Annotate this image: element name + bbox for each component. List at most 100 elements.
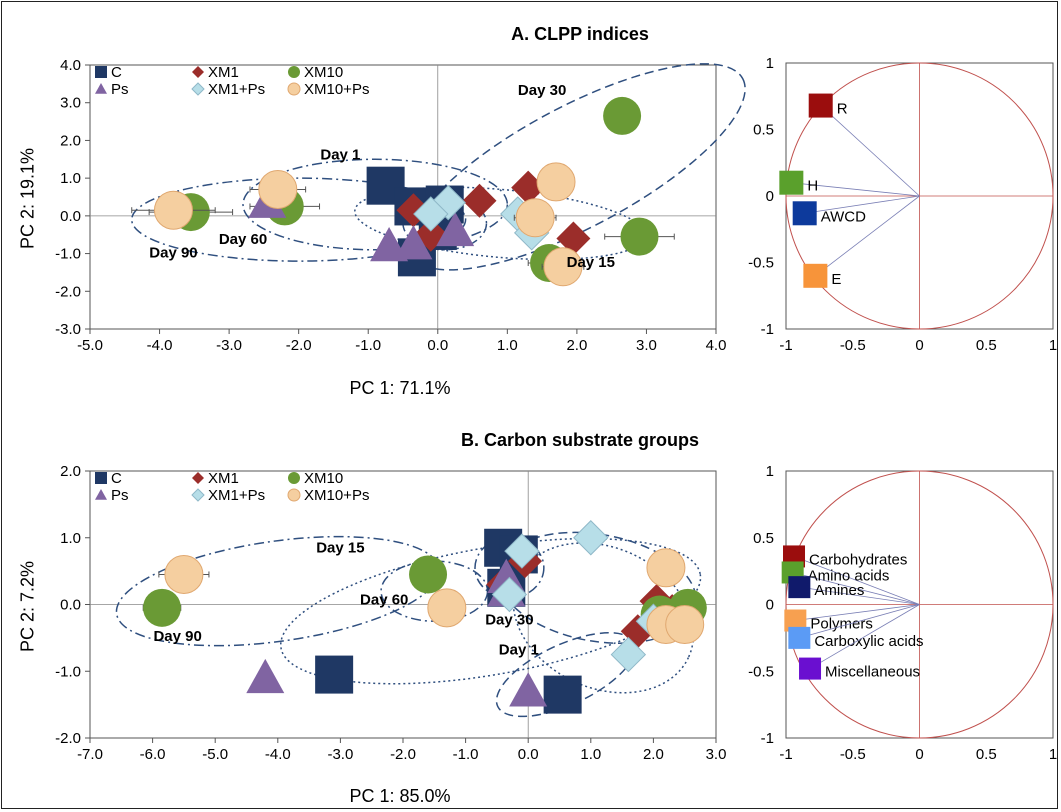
panel-a-xlabel: PC 1: 71.1% [349,378,451,398]
legend-label: XM1 [208,470,239,487]
y-tick-label: 4.0 [60,57,81,74]
x-tick-label: 0.0 [427,337,448,354]
data-point-xm10-ps [164,554,204,594]
day-label: Day 90 [149,244,197,261]
legend-marker-xm1 [192,66,204,78]
legend-label: XM1 [208,64,239,81]
group-ellipse [242,158,509,251]
loading-y-tick-label: 0 [766,597,774,614]
loading-marker-e [803,263,828,288]
x-tick-label: -2.0 [390,746,416,763]
group-ellipse [474,537,545,599]
data-point-xm10-ps [536,162,576,202]
x-tick-label: -3.0 [327,746,353,763]
data-point-ps [394,225,433,260]
x-tick-label: -4.0 [147,337,173,354]
x-tick-label: 2.0 [643,746,664,763]
y-tick-label: -2.0 [55,730,81,747]
legend-marker-xm1 [192,472,204,484]
loading-marker-polymers [784,609,807,632]
panel-a-title: A. CLPP indices [511,24,649,44]
loading-vector [820,105,920,197]
data-point-xm1-ps [610,636,647,673]
data-point-c [543,675,582,714]
loading-label: Amines [814,582,864,599]
loading-y-tick-label: -0.5 [748,255,774,272]
y-tick-label: 1.0 [60,170,81,187]
data-point-xm1-ps [573,520,609,556]
legend-label: XM10 [304,64,343,81]
y-tick-label: 2.0 [60,463,81,480]
x-tick-label: -3.0 [216,337,242,354]
legend-marker-xm10-ps [287,488,301,502]
x-tick-label: 1.0 [580,746,601,763]
legend-marker-xm1-ps [191,488,205,502]
x-tick-label: 4.0 [706,337,727,354]
loading-marker-carboxylic-acids [788,626,811,649]
panel-b-xlabel: PC 1: 85.0% [349,786,451,806]
data-point-ps [246,658,285,694]
loading-vector [795,604,920,621]
data-point-xm10-ps [427,588,467,628]
data-point-c [315,655,354,694]
data-point-xm10-ps [646,548,686,588]
loading-x-tick-label: 0.5 [976,746,997,763]
loading-vector [799,604,920,639]
loading-vector [815,195,920,277]
loading-x-tick-label: 1 [1049,746,1057,763]
loading-x-tick-label: 1 [1049,337,1057,354]
day-label: Day 30 [518,82,566,99]
loading-label: Polymers [810,616,873,633]
loading-marker-h [779,170,804,195]
legend-label: XM10 [304,470,343,487]
legend-label: Ps [111,487,129,504]
y-tick-label: 3.0 [60,95,81,112]
loading-label: H [807,178,818,195]
data-point-xm10 [620,217,659,256]
y-tick-label: 2.0 [60,132,81,149]
data-point-xm10-ps [258,169,298,209]
x-tick-label: -6.0 [140,746,166,763]
data-point-xm10-ps [543,247,583,287]
group-ellipse [512,542,695,694]
day-label: Day 30 [485,612,533,629]
x-tick-label: -1.0 [453,746,479,763]
loading-x-tick-label: 0.5 [976,337,997,354]
legend-marker-ps [95,83,107,94]
data-point-xm10-ps [665,605,705,645]
loading-label: E [831,271,841,288]
data-point-xm1 [462,183,497,218]
loading-y-tick-label: -0.5 [748,663,774,680]
legend-label: XM1+Ps [208,81,265,98]
data-point-xm1-ps [491,576,528,613]
legend-label: XM10+Ps [304,81,369,98]
loading-y-tick-label: 1 [766,463,774,480]
group-ellipse [407,63,746,271]
loading-label: Amino acids [808,567,890,584]
loading-vector [791,182,920,197]
day-label: Day 60 [219,231,267,248]
loading-vector [792,572,920,605]
y-tick-label: -2.0 [55,283,81,300]
legend-label: XM1+Ps [208,487,265,504]
legend-marker-ps [95,489,107,500]
loading-y-tick-label: 0.5 [753,530,774,547]
loading-y-tick-label: 0 [766,188,774,205]
loading-x-tick-label: -0.5 [840,337,866,354]
legend-label: C [111,470,122,487]
legend-label: XM10+Ps [304,487,369,504]
data-point-xm10 [142,588,181,627]
y-tick-label: 0.0 [60,597,81,614]
loading-x-tick-label: 0 [915,746,923,763]
group-ellipse [279,537,702,685]
data-point-xm1 [556,221,591,256]
plot-area-border [89,64,717,330]
data-point-xm10 [409,555,448,594]
legend-marker-xm10 [288,66,300,78]
loading-marker-awcd [792,201,817,226]
day-label: Day 15 [316,539,364,556]
y-tick-label: -3.0 [55,321,81,338]
group-ellipse [130,177,467,262]
x-tick-label: -1.0 [355,337,381,354]
